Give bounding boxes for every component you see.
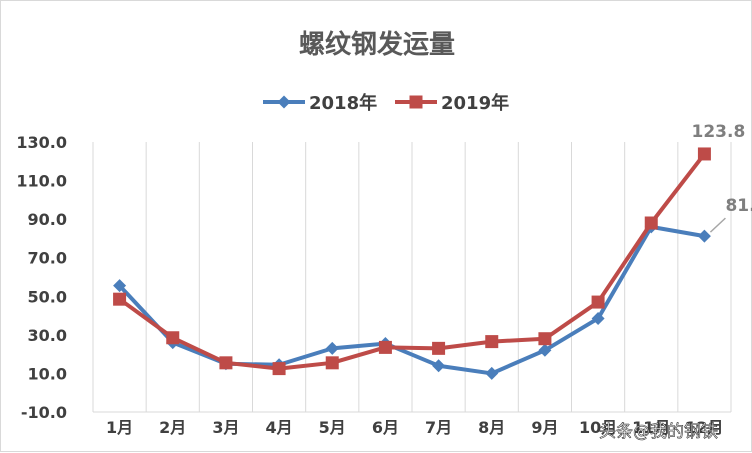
x-tick-label-10: 11月	[632, 418, 670, 437]
legend-label-1: 2019年	[441, 92, 509, 114]
point-s1-10	[644, 216, 658, 230]
point-s0-4	[325, 341, 339, 355]
x-tick-label-4: 5月	[319, 418, 346, 437]
y-axis: -10.0 10.0 30.0 50.0 70.0 90.0 110.0 130.0	[16, 133, 67, 422]
y-tick-label-7: 130.0	[16, 133, 67, 152]
point-s0-0	[113, 279, 127, 293]
x-tick-label-1: 2月	[159, 418, 186, 437]
point-s0-6	[432, 359, 446, 373]
legend: 2018年 2019年	[263, 92, 509, 114]
point-s1-7	[485, 335, 499, 349]
x-tick-label-11: 12月	[685, 418, 723, 437]
y-tick-label-4: 70.0	[28, 249, 67, 268]
y-tick-label-6: 110.0	[16, 172, 67, 191]
x-tick-label-2: 3月	[212, 418, 239, 437]
legend-marker-0	[277, 95, 291, 109]
y-tick-label-3: 50.0	[28, 287, 67, 306]
chart-title: 螺纹钢发运量	[299, 29, 455, 60]
point-s0-8	[538, 343, 552, 357]
point-s1-5	[378, 340, 392, 354]
point-s0-11	[697, 229, 711, 243]
leader-line-1	[709, 217, 726, 233]
data-labels: 123.8 81.2	[692, 122, 752, 233]
point-s1-1	[166, 331, 180, 345]
data-label-1: 81.2	[725, 196, 752, 216]
watermark-text: 头条@我的钢铁	[599, 422, 718, 442]
point-s1-11	[697, 147, 711, 161]
point-s1-3	[272, 362, 286, 376]
point-s1-9	[591, 295, 605, 309]
x-tick-label-0: 1月	[106, 418, 133, 437]
legend-label-0: 2018年	[309, 92, 377, 114]
x-tick-label-8: 9月	[531, 418, 558, 437]
y-tick-label-0: -10.0	[21, 403, 67, 422]
x-tick-label-6: 7月	[425, 418, 452, 437]
x-tick-label-3: 4月	[266, 418, 293, 437]
x-tick-label-9: 10月	[579, 418, 617, 437]
legend-marker-1	[409, 95, 423, 109]
point-s0-9	[591, 311, 605, 325]
point-s1-8	[538, 332, 552, 346]
data-label-0: 123.8	[692, 122, 746, 142]
y-tick-label-5: 90.0	[28, 210, 67, 229]
point-s1-2	[219, 356, 233, 370]
y-tick-label-2: 30.0	[28, 326, 67, 345]
y-tick-label-1: 10.0	[28, 364, 67, 383]
point-s1-0	[113, 292, 127, 306]
grid	[92, 142, 732, 412]
point-s1-4	[325, 356, 339, 370]
point-s1-6	[432, 341, 446, 355]
series-line-1	[117, 151, 707, 371]
x-axis: 1月 2月 3月 4月 5月 6月 7月 8月 9月 10月 11月 12月	[93, 411, 731, 437]
x-tick-label-7: 8月	[478, 418, 505, 437]
x-tick-label-5: 6月	[372, 418, 399, 437]
series-group	[113, 147, 711, 380]
point-s0-7	[485, 366, 499, 380]
